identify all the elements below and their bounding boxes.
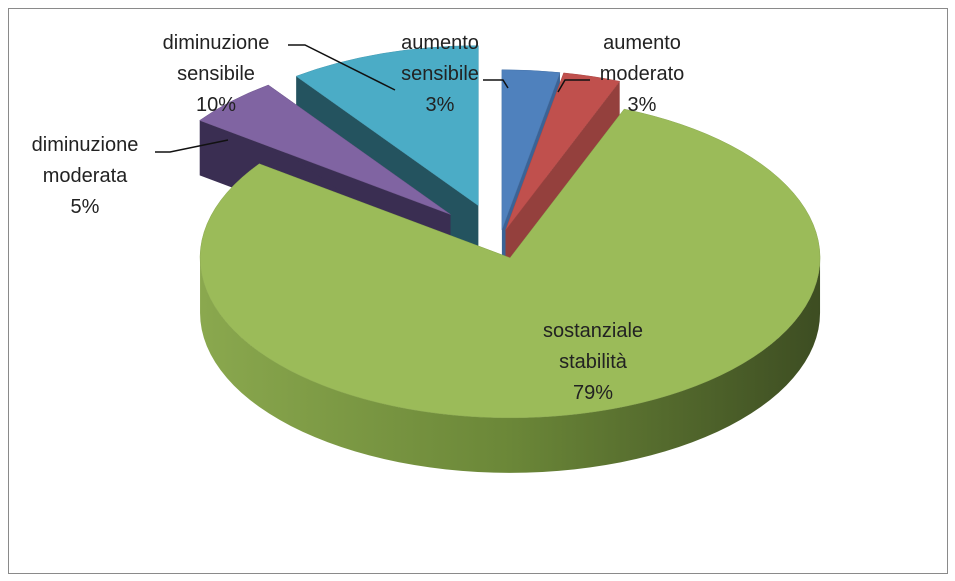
- leader-line: [557, 79, 590, 93]
- slice-label: aumento sensibile 3%: [365, 28, 515, 121]
- slice-label: aumento moderato 3%: [567, 28, 717, 121]
- value-label: 3%: [425, 94, 455, 116]
- pie-slice: [295, 45, 479, 207]
- category-label: aumento sensibile: [401, 32, 479, 85]
- pie-slice: [501, 69, 561, 230]
- leader-line: [483, 79, 509, 89]
- category-label: aumento moderato: [599, 32, 685, 85]
- pie-slice: [199, 84, 451, 215]
- value-label: 3%: [627, 94, 657, 116]
- slice-side: [200, 257, 821, 473]
- pie-slice: [505, 72, 621, 231]
- category-label: sostanziale stabilità: [542, 320, 644, 373]
- category-label: diminuzione sensibile: [162, 32, 270, 85]
- value-label: 5%: [70, 196, 100, 218]
- chart-frame: [8, 8, 948, 574]
- pie-slice: [199, 108, 821, 419]
- value-label: 10%: [195, 94, 237, 116]
- value-label: 79%: [572, 382, 614, 404]
- leader-line: [288, 44, 396, 91]
- category-label: diminuzione moderata: [31, 134, 139, 187]
- slice-label: diminuzione moderata 5%: [10, 130, 160, 223]
- slice-label: sostanziale stabilità 79%: [518, 316, 668, 409]
- leader-line: [155, 139, 229, 153]
- slice-label: diminuzione sensibile 10%: [141, 28, 291, 121]
